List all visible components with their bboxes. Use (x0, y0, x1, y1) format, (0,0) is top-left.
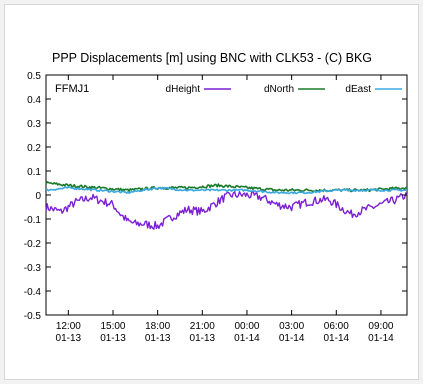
y-tick-label: 0.2 (27, 143, 41, 154)
y-tick-label: 0.1 (27, 167, 41, 178)
x-tick-label-time: 18:00 (145, 321, 170, 332)
x-tick-label-date: 01-14 (234, 333, 260, 344)
x-tick-label-time: 21:00 (190, 321, 215, 332)
series-line-dEast (45, 186, 407, 195)
station-label: FFMJ1 (55, 83, 89, 95)
x-tick-label-time: 12:00 (56, 321, 81, 332)
y-tick-label: 0.4 (27, 95, 41, 106)
x-tick-label-time: 03:00 (279, 321, 304, 332)
y-tick-label: 0.5 (27, 71, 41, 82)
y-tick-label: 0.3 (27, 119, 41, 130)
legend-label-dHeight: dHeight (166, 84, 201, 95)
x-tick-label-date: 01-14 (368, 333, 394, 344)
series-line-dHeight (45, 190, 408, 230)
y-axis: 0.5 0.4 0.3 0.2 0.1 0 -0.1 -0.2 -0.3 -0.4 -0.5 (24, 71, 407, 322)
chart-panel: PPP Displacements [m] using BNC with CLK… (4, 4, 419, 380)
chart-canvas: PPP Displacements [m] using BNC with CLK… (24, 51, 408, 344)
y-tick-label: -0.1 (24, 215, 42, 226)
y-tick-label: -0.4 (24, 287, 42, 298)
x-tick-label-date: 01-14 (279, 333, 305, 344)
x-tick-label-date: 01-13 (56, 333, 82, 344)
legend-label-dEast: dEast (345, 84, 371, 95)
y-tick-label: -0.5 (24, 311, 42, 322)
x-axis: 12:0001-1315:0001-1318:0001-1321:0001-13… (56, 75, 394, 344)
x-tick-label-time: 00:00 (234, 321, 259, 332)
y-tick-label: -0.2 (24, 239, 42, 250)
x-tick-label-date: 01-13 (190, 333, 216, 344)
y-tick-label: 0 (35, 191, 41, 202)
y-tick-label: -0.3 (24, 263, 42, 274)
x-tick-label-date: 01-14 (323, 333, 349, 344)
legend-label-dNorth: dNorth (264, 84, 294, 95)
x-tick-label-time: 09:00 (368, 321, 393, 332)
x-tick-label-time: 15:00 (100, 321, 125, 332)
series-layer (45, 181, 408, 230)
x-tick-label-date: 01-13 (100, 333, 126, 344)
chart-title: PPP Displacements [m] using BNC with CLK… (52, 51, 372, 65)
x-tick-label-time: 06:00 (324, 321, 349, 332)
plot-area (45, 74, 408, 316)
x-tick-label-date: 01-13 (145, 333, 171, 344)
legend: dHeight dNorth dEast (166, 84, 402, 95)
